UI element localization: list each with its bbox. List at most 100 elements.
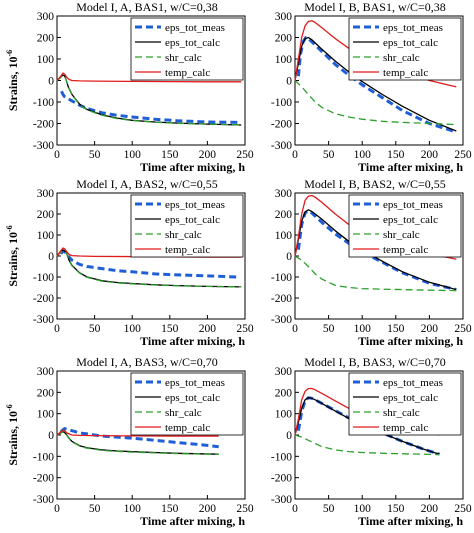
- chart-panel-5: -300 -200 -100 0 100 200 300 0 50 100 150 200 250 Mod…: [5, 355, 254, 528]
- y-tick-label: -300: [271, 314, 292, 326]
- y-tick-label: -100: [33, 272, 54, 284]
- x-axis-label: Time after mixing, h: [140, 334, 245, 348]
- x-tick-label: 200: [199, 323, 217, 335]
- y-tick-label: -300: [33, 314, 54, 326]
- x-tick-label: 0: [54, 503, 60, 515]
- series-line-temp-calc: [56, 72, 242, 83]
- legend: eps_tot_meas eps_tot_calc shr_calc temp_cal…: [130, 194, 244, 258]
- legend: eps_tot_meas eps_tot_calc shr_calc temp_cal…: [130, 372, 244, 436]
- x-tick-label: 0: [54, 323, 60, 335]
- x-tick-label: 0: [292, 149, 298, 161]
- y-axis-label: Strains, 10-6: [5, 225, 20, 286]
- x-axis-label: Time after mixing, h: [140, 514, 245, 528]
- legend-entry: shr_calc: [165, 229, 202, 241]
- legend-entry: eps_tot_calc: [383, 214, 438, 226]
- legend-entry: eps_tot_calc: [165, 37, 220, 49]
- chart-panel-1: -300 -200 -100 0 100 200 300 0 50 100 150 200 250 Mod…: [5, 0, 254, 174]
- y-tick-label: -100: [271, 97, 292, 109]
- x-tick-label: 200: [421, 323, 439, 335]
- series-line-shr-calc: [294, 80, 457, 126]
- x-tick-label: 50: [89, 149, 101, 161]
- x-axis-label: Time after mixing, h: [358, 514, 463, 528]
- y-tick-label: 300: [275, 11, 293, 23]
- y-tick-label: 0: [48, 76, 54, 88]
- chart-title: Model I, B, BAS3, w/C=0,70: [304, 355, 445, 369]
- y-tick-label: 200: [37, 387, 55, 399]
- y-axis-label-text: Strains, 10: [6, 56, 20, 111]
- y-axis-label-exponent: -6: [5, 225, 14, 232]
- y-axis-label: Strains, 10-6: [5, 50, 20, 111]
- y-tick-label: 0: [48, 430, 54, 442]
- legend-entry: eps_tot_meas: [165, 377, 225, 389]
- x-tick-label: 150: [161, 323, 179, 335]
- x-axis-label: Time after mixing, h: [358, 160, 463, 174]
- series-line-shr-calc: [56, 249, 242, 288]
- chart-title: Model I, B, BAS2, w/C=0,55: [304, 177, 445, 191]
- y-tick-label: 100: [37, 230, 55, 242]
- chart-panel-6: -300 -200 -100 0 100 200 300 0 50 100 150 200 250 Mod…: [271, 355, 472, 528]
- y-axis-label-text: Strains, 10: [6, 232, 20, 287]
- y-tick-label: 100: [275, 409, 293, 421]
- legend-entry: eps_tot_meas: [383, 377, 443, 389]
- x-tick-label: 100: [354, 149, 372, 161]
- series-line-shr-calc: [56, 74, 242, 126]
- x-tick-label: 250: [454, 323, 472, 335]
- chart-panel-2: -300 -200 -100 0 100 200 300 0 50 100 150 200 250 Mod…: [271, 0, 472, 174]
- y-tick-label: -200: [33, 293, 54, 305]
- chart-panel-3: -300 -200 -100 0 100 200 300 0 50 100 150 200 250 Mod…: [5, 177, 254, 348]
- x-axis-label: Time after mixing, h: [140, 160, 245, 174]
- x-tick-label: 250: [236, 503, 254, 515]
- y-tick-label: 300: [275, 188, 293, 200]
- series-line-eps-tot-calc: [294, 397, 440, 455]
- y-tick-label: -200: [33, 119, 54, 131]
- chart-title: Model I, A, BAS2, w/C=0,55: [76, 177, 217, 191]
- y-axis-label-exponent: -6: [5, 50, 14, 57]
- chart-title: Model I, A, BAS1, w/C=0,38: [76, 0, 217, 14]
- series-line-shr-calc: [294, 255, 457, 292]
- x-tick-label: 200: [199, 503, 217, 515]
- x-tick-label: 50: [323, 149, 335, 161]
- y-axis-label-exponent: -6: [5, 404, 14, 411]
- y-tick-label: -100: [33, 451, 54, 463]
- x-tick-label: 150: [387, 503, 405, 515]
- x-tick-label: 0: [54, 149, 60, 161]
- legend-entry: shr_calc: [383, 229, 420, 241]
- y-tick-label: 100: [37, 54, 55, 66]
- series-line-eps-tot-meas: [60, 90, 238, 124]
- x-tick-label: 150: [387, 323, 405, 335]
- x-tick-label: 50: [89, 323, 101, 335]
- x-tick-label: 250: [454, 503, 472, 515]
- y-tick-label: 200: [37, 33, 55, 45]
- legend-entry: eps_tot_calc: [383, 37, 438, 49]
- x-tick-label: 150: [161, 503, 179, 515]
- y-axis-label-text: Strains, 10: [6, 411, 20, 466]
- series-line-eps-tot-calc: [294, 209, 457, 291]
- x-axis-label: Time after mixing, h: [358, 334, 463, 348]
- x-tick-label: 100: [354, 323, 372, 335]
- y-tick-label: -100: [271, 272, 292, 284]
- y-tick-label: 300: [275, 366, 293, 378]
- legend-entry: temp_calc: [383, 67, 428, 79]
- x-tick-label: 250: [454, 149, 472, 161]
- y-tick-label: -300: [271, 494, 292, 506]
- y-tick-label: 100: [37, 409, 55, 421]
- legend-entry: shr_calc: [165, 407, 202, 419]
- x-tick-label: 100: [124, 149, 142, 161]
- y-tick-label: 300: [37, 188, 55, 200]
- chart-panel-4: -300 -200 -100 0 100 200 300 0 50 100 150 200 250 Mod…: [271, 177, 472, 348]
- y-tick-label: 200: [37, 209, 55, 221]
- y-tick-label: 200: [275, 33, 293, 45]
- y-axis-label: Strains, 10-6: [5, 404, 20, 465]
- y-tick-label: -300: [33, 140, 54, 152]
- x-tick-label: 250: [236, 149, 254, 161]
- y-tick-label: 200: [275, 387, 293, 399]
- legend-entry: eps_tot_meas: [165, 22, 225, 34]
- x-tick-label: 100: [354, 503, 372, 515]
- y-tick-label: 200: [275, 209, 293, 221]
- y-tick-label: 100: [275, 230, 293, 242]
- legend-entry: temp_calc: [383, 422, 428, 434]
- x-tick-label: 0: [292, 503, 298, 515]
- y-tick-label: 0: [286, 76, 292, 88]
- y-tick-label: -100: [271, 451, 292, 463]
- series-line-temp-calc: [56, 429, 219, 437]
